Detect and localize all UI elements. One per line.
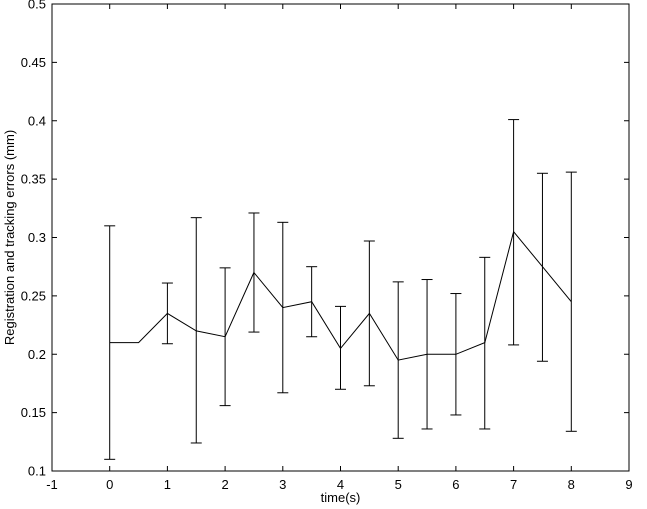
error-bar	[536, 172, 548, 362]
error-bar	[421, 279, 433, 430]
error-bar	[104, 225, 116, 460]
error-bar	[363, 240, 375, 387]
x-tick-label: 7	[510, 477, 517, 492]
x-tick-label: 2	[221, 477, 228, 492]
y-tick-label: 0.1	[28, 464, 46, 479]
x-tick-label: 6	[452, 477, 459, 492]
x-tick-label: 4	[337, 477, 344, 492]
x-tick-label: 5	[395, 477, 402, 492]
x-tick-label: 9	[625, 477, 632, 492]
y-tick-label: 0.35	[21, 172, 46, 187]
x-tick-label: 1	[164, 477, 171, 492]
error-bar	[248, 212, 260, 333]
x-axis-label: time(s)	[321, 490, 361, 505]
x-tick-label: 0	[106, 477, 113, 492]
ticks	[51, 3, 630, 472]
error-bar	[565, 171, 577, 432]
y-tick-label: 0.25	[21, 288, 46, 303]
error-bar	[190, 217, 202, 444]
error-bar	[306, 266, 318, 338]
x-tick-label: 8	[568, 477, 575, 492]
y-tick-label: 0.45	[21, 55, 46, 70]
error-bar	[277, 221, 289, 394]
x-tick-label: -1	[46, 477, 58, 492]
error-bar	[219, 267, 231, 407]
y-tick-label: 0.3	[28, 230, 46, 245]
y-tick-label: 0.15	[21, 405, 46, 420]
data-series	[104, 119, 577, 460]
error-bar	[161, 282, 173, 345]
tick-labels: -1 0 1 2 3 4 5 6 7 8 9 0.1 0.15 0.2 0.25 0.3 0.35 0.4 0.45…	[21, 0, 633, 492]
y-tick-label: 0.2	[28, 347, 46, 362]
y-axis-label: Registration and tracking errors (mm)	[2, 130, 17, 345]
error-bar	[508, 119, 520, 346]
y-tick-label: 0.5	[28, 0, 46, 12]
plot-area	[51, 3, 630, 472]
error-bar	[450, 293, 462, 416]
error-bar	[335, 305, 346, 390]
y-tick-label: 0.4	[28, 113, 46, 128]
error-bar	[479, 256, 491, 430]
error-bar	[392, 281, 404, 439]
x-tick-label: 3	[279, 477, 286, 492]
